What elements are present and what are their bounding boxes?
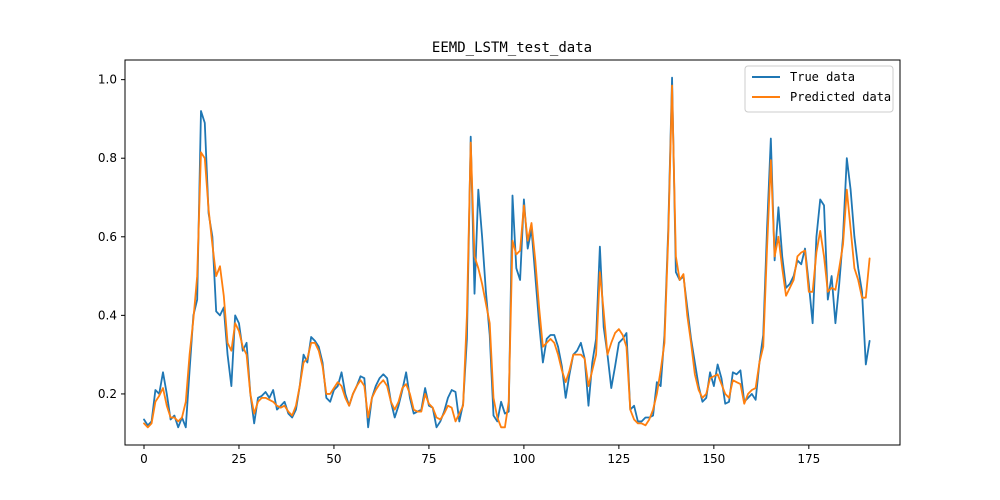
y-axis: 0.2 0.4 0.6 0.8 1.0 <box>98 73 125 401</box>
legend-box <box>744 65 894 113</box>
x-tick-label: 125 <box>607 452 630 466</box>
series-line-predicted-data <box>143 84 871 429</box>
plot-frame <box>124 59 901 446</box>
x-axis: 0 25 50 75 100 125 150 175 <box>140 445 820 466</box>
series-lines <box>143 76 871 429</box>
y-tick-label: 0.8 <box>98 151 117 165</box>
plot-area: 0 25 50 75 100 125 150 175 0.2 0.4 0.6 0.8 1.0 <box>98 59 901 466</box>
x-tick-label: 150 <box>702 452 725 466</box>
y-tick-label: 0.4 <box>98 308 117 322</box>
chart-title: EEMD_LSTM_test_data <box>432 40 592 56</box>
y-tick-label: 0.2 <box>98 387 117 401</box>
legend-label-true-data: True data <box>790 70 855 84</box>
y-tick-label: 0.6 <box>98 230 117 244</box>
x-tick-label: 50 <box>326 452 341 466</box>
x-tick-label: 75 <box>421 452 436 466</box>
x-tick-label: 100 <box>512 452 535 466</box>
y-tick-label: 1.0 <box>98 73 117 87</box>
x-tick-label: 0 <box>140 452 148 466</box>
x-tick-label: 175 <box>797 452 820 466</box>
legend: True data Predicted data <box>744 65 894 113</box>
x-tick-label: 25 <box>231 452 246 466</box>
legend-label-predicted-data: Predicted data <box>790 90 891 104</box>
